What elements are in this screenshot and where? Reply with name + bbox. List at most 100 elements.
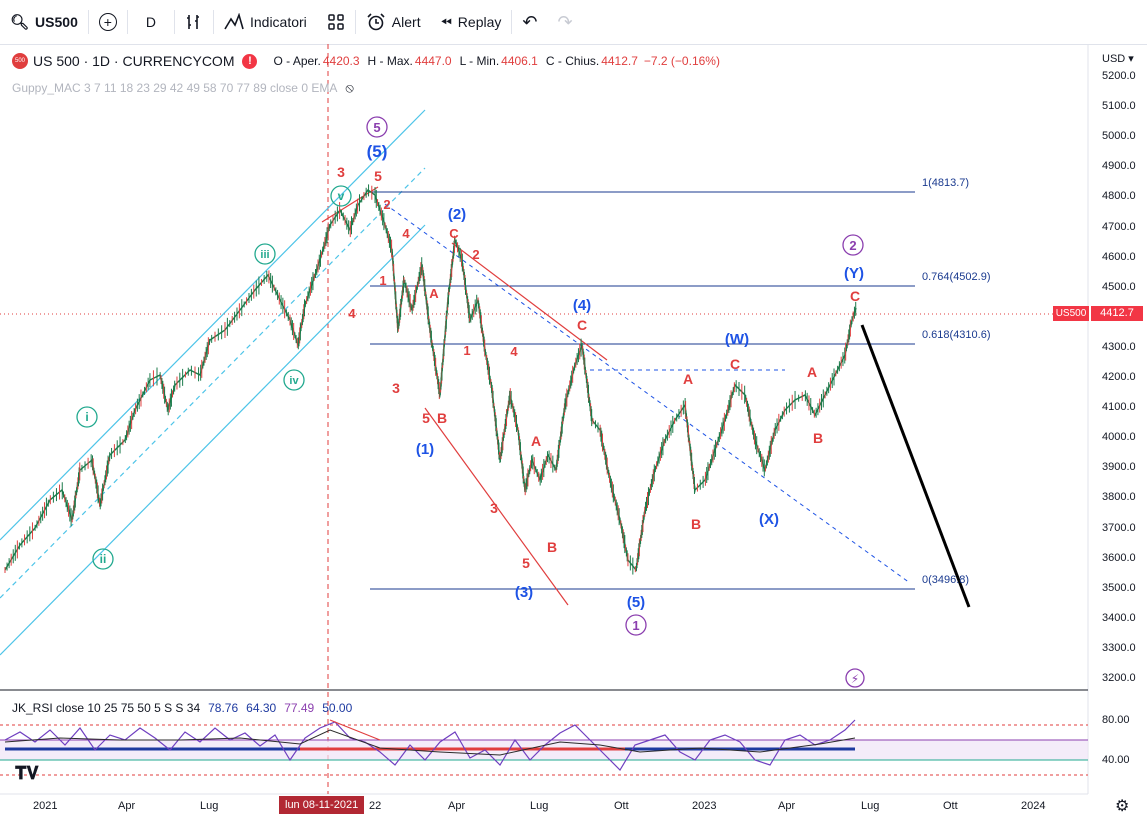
wave-label-one-circle: 1	[632, 618, 639, 633]
indicators-label: Indicatori	[249, 14, 307, 30]
symbol-search[interactable]: 🔍︎ US500	[0, 0, 88, 44]
replay-button[interactable]: ⏪︎ Replay	[431, 0, 512, 44]
wave-circle-2	[842, 234, 864, 256]
wave-label-rA2: A	[531, 433, 541, 449]
fib-label-0764: 0.764(4502.9)	[922, 271, 991, 283]
upward-channel[interactable]	[0, 109, 426, 656]
rsi-legend[interactable]: JK_RSI close 10 25 75 50 5 S S 34 78.76 …	[12, 701, 352, 715]
rewind-icon: ⏪︎	[440, 13, 452, 30]
legend-title[interactable]: US 500 · 1D · CURRENCYCOM	[33, 53, 235, 69]
indicator-legend[interactable]: Guppy_MAC 3 7 11 18 23 29 42 49 58 70 77…	[12, 80, 354, 96]
price-tick: 3900.0	[1102, 461, 1136, 474]
wave-label-r3c: 3	[490, 500, 498, 516]
price-tick: 3800.0	[1102, 491, 1136, 504]
alert-label: Alert	[391, 14, 421, 30]
wave-circle-iii	[254, 243, 276, 265]
settings-gear-icon[interactable]: ⚙︎	[1115, 798, 1130, 815]
open-label: O - Aper.	[273, 54, 321, 68]
time-axis[interactable]: 2021 Apr Lug 22 Apr Lug Ott 2023 Apr Lug…	[0, 794, 1129, 819]
rsi-value-2: 64.30	[246, 701, 277, 715]
interval-label: D	[145, 14, 156, 30]
wave-label-iii: iii	[260, 249, 269, 261]
price-tick: 3600.0	[1102, 551, 1136, 564]
dashed-trendline[interactable]	[384, 203, 911, 584]
warning-icon[interactable]: !	[242, 53, 258, 69]
wave-label-r5b: 5	[422, 410, 430, 426]
wave-label-two-circle: 2	[849, 238, 856, 253]
fib-label-1: 1(4813.7)	[922, 177, 969, 189]
interval-button[interactable]: D	[128, 0, 174, 44]
undo-icon: ↶	[522, 11, 538, 32]
wave-label-rB1: B	[437, 410, 447, 426]
event-marker-icon[interactable]	[845, 668, 865, 688]
rsi-axis-80: 80.00	[1102, 714, 1130, 726]
crosshair-date-badge: lun 08-11-2021	[279, 796, 365, 814]
wave-label-r5: 5	[374, 168, 382, 184]
price-badge-value: 4412.7	[1091, 306, 1143, 321]
wave-label-b3: (3)	[515, 584, 533, 601]
wave-label-b2: (2)	[448, 206, 466, 223]
compare-button[interactable]: +	[89, 0, 127, 44]
wave-label-bX: (X)	[759, 511, 779, 528]
chevron-down-icon: ▾	[1128, 53, 1134, 65]
undo-button[interactable]: ↶	[512, 0, 547, 44]
price-tick: 5100.0	[1102, 100, 1136, 113]
wave-label-bW: (W)	[725, 331, 749, 348]
wave-label-b1: (1)	[416, 441, 434, 458]
red-trendlines[interactable]	[321, 186, 608, 606]
chart-canvas[interactable]: 1(4813.7) 0.764(4502.9) 0.618(4310.6) 0(…	[0, 44, 1147, 819]
alert-button[interactable]: Alert	[356, 0, 431, 44]
wave-label-r3: 3	[337, 164, 345, 180]
wave-label-rA3: A	[683, 371, 693, 387]
low-label: L - Min.	[459, 54, 500, 68]
price-tick: 3400.0	[1102, 611, 1136, 624]
wave-label-b5: (5)	[627, 594, 645, 611]
wave-label-rA1: A	[429, 286, 439, 301]
eye-hidden-icon[interactable]: ⦸	[345, 80, 354, 95]
fib-label-0618: 0.618(4310.6)	[922, 329, 991, 341]
rsi-value-4: 50.00	[322, 701, 353, 715]
layouts-button[interactable]	[317, 0, 355, 44]
alarm-clock-icon	[367, 13, 385, 31]
forecast-line[interactable]	[860, 324, 971, 608]
wave-label-rC1: C	[449, 226, 459, 241]
high-label: H - Max.	[367, 54, 413, 68]
price-tick: 4200.0	[1102, 371, 1136, 383]
wave-circle-i	[76, 406, 98, 428]
time-tick: Apr	[118, 800, 136, 812]
low-value: 4406.1	[501, 54, 538, 68]
currency-selector[interactable]: USD ▾	[1102, 52, 1134, 65]
price-tick: 4700.0	[1102, 220, 1136, 233]
indicators-button[interactable]: Indicatori	[214, 0, 317, 44]
top-toolbar: 🔍︎ US500 + D Indicatori Alert ⏪︎ Replay …	[0, 0, 1147, 45]
wave-label-top5-blue: (5)	[367, 142, 388, 161]
chart-legend: 500 US 500 · 1D · CURRENCYCOM ! O - Aper…	[12, 53, 720, 69]
rsi-axis-40: 40.00	[1102, 754, 1130, 766]
chart-type-button[interactable]	[175, 0, 213, 44]
redo-icon: ↷	[557, 11, 573, 32]
wave-label-i: i	[85, 410, 88, 424]
open-value: 4420.3	[322, 54, 360, 68]
divider	[354, 10, 356, 34]
wave-labels: 5 (5) v iii iv i ii 3 5 2 4 1 4 3 5 B (1…	[76, 116, 864, 636]
divider	[126, 10, 128, 34]
time-tick: Lug	[530, 800, 549, 812]
price-tick: 3200.0	[1102, 672, 1136, 684]
divider	[212, 10, 214, 34]
price-tick: 4000.0	[1102, 431, 1136, 444]
fibonacci-levels[interactable]	[370, 191, 915, 590]
wave-label-r4a: 4	[402, 226, 410, 241]
price-axis[interactable]: USD ▾ 5200.0 5100.0 5000.0 4900.0 4800.0 4700…	[1053, 44, 1147, 794]
wave-label-iv: iv	[289, 375, 299, 387]
rsi-value-3: 77.49	[284, 701, 315, 715]
redo-button[interactable]: ↷	[547, 0, 582, 44]
wave-label-r3b: 3	[392, 380, 400, 396]
wave-label-r4b: 4	[348, 306, 356, 321]
bar-chart-icon	[186, 15, 199, 29]
wave-label-rC3: C	[730, 356, 740, 372]
time-tick: Ott	[943, 800, 958, 812]
wave-circle-ii	[92, 548, 114, 570]
time-tick: Apr	[448, 800, 466, 812]
rsi-signal-line	[4, 729, 856, 756]
wave-label-r1a: 1	[379, 273, 386, 288]
